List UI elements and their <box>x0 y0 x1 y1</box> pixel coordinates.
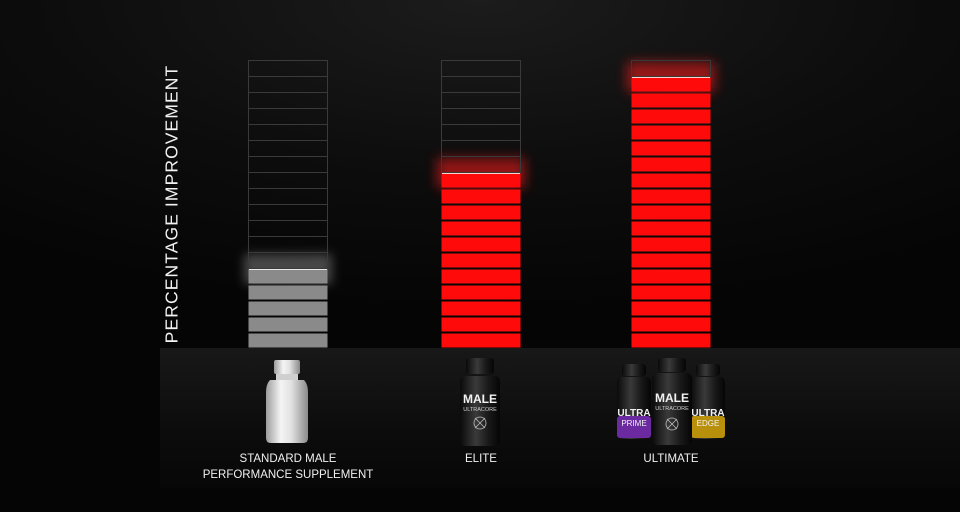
bar-1-segment-empty <box>441 124 521 141</box>
bar-2 <box>627 60 715 348</box>
category-label-2: ULTIMATE <box>643 451 698 467</box>
category-label-1-line-0: ELITE <box>465 453 497 465</box>
bar-2-segment-filled <box>631 253 711 268</box>
bar-1-segment-empty <box>441 140 521 157</box>
bar-1-segment-filled <box>441 205 521 220</box>
bar-2-segment-filled <box>631 205 711 220</box>
bar-1-segment-empty <box>441 92 521 109</box>
bar-1-segment-empty <box>441 108 521 125</box>
bar-1-segment-filled <box>441 221 521 236</box>
bar-2-segment-filled <box>631 173 711 188</box>
bar-1-segment-filled <box>441 317 521 332</box>
bar-0-segment-empty <box>248 76 328 93</box>
white-supplement-bottle <box>266 360 308 443</box>
male-ultracore-bottle: MALE ULTRACORE <box>460 358 500 446</box>
bar-2-segment-filled <box>631 77 711 92</box>
bar-0-segment-filled <box>248 269 328 284</box>
bottle-brand-ultracore: ULTRACORE <box>463 407 497 413</box>
bottle-ultra-edge-top: ULTRA <box>691 408 724 419</box>
bar-0-segment-filled <box>248 317 328 332</box>
category-label-0: STANDARD MALE PERFORMANCE SUPPLEMENT <box>203 451 374 483</box>
bar-2-segment-filled <box>631 189 711 204</box>
bar-2-segment-filled <box>631 221 711 236</box>
bar-2-segment-filled <box>631 285 711 300</box>
bar-0-segment-empty <box>248 188 328 205</box>
bar-0-segment-empty <box>248 220 328 237</box>
bar-2-segment-empty <box>631 60 711 77</box>
bar-2-segment-filled <box>631 237 711 252</box>
bar-0-segment-empty <box>248 140 328 157</box>
bar-1 <box>437 60 525 348</box>
bar-1-segment-empty <box>441 76 521 93</box>
bar-1-segment-filled <box>441 237 521 252</box>
bar-1-segment-filled <box>441 173 521 188</box>
bottle-ultra-prime-bottom: PRIME <box>621 419 646 428</box>
bar-0-segment-empty <box>248 172 328 189</box>
bar-0-segment-filled <box>248 301 328 316</box>
bar-1-segment-filled <box>441 285 521 300</box>
category-label-1: ELITE <box>465 451 497 467</box>
bar-2-segment-filled <box>631 317 711 332</box>
bar-1-segment-empty <box>441 60 521 77</box>
bar-0-segment-empty <box>248 124 328 141</box>
bar-0-segment-empty <box>248 236 328 253</box>
bars-layer <box>244 60 715 348</box>
bar-0 <box>244 60 332 348</box>
bottle-brand-male: MALE <box>463 392 497 406</box>
bar-2-segment-filled <box>631 93 711 108</box>
bottle-ultra-prime-top: ULTRA <box>617 408 650 419</box>
bar-1-segment-filled <box>441 253 521 268</box>
bar-2-segment-filled <box>631 141 711 156</box>
bar-0-segment-empty <box>248 156 328 173</box>
bar-2-segment-filled <box>631 301 711 316</box>
category-label-0-line-1: PERFORMANCE SUPPLEMENT <box>202 469 374 481</box>
category-label-2-line-0: ULTIMATE <box>643 453 699 465</box>
bottle-center-male: MALE <box>655 391 689 405</box>
bar-0-segment-filled <box>248 285 328 300</box>
bar-2-segment-filled <box>631 109 711 124</box>
bar-1-segment-filled <box>441 269 521 284</box>
category-label-0-line-0: STANDARD MALE <box>239 453 337 465</box>
bar-0-segment-empty <box>248 60 328 77</box>
bar-2-segment-filled <box>631 333 711 348</box>
bar-0-segment-filled <box>248 333 328 348</box>
bar-2-segment-filled <box>631 125 711 140</box>
bar-0-segment-empty <box>248 92 328 109</box>
bar-0-segment-empty <box>248 204 328 221</box>
bottle-ultra-edge-bottom: EDGE <box>697 419 720 428</box>
ultimate-bundle: ULTRA PRIME ULTRA EDGE MALE ULTRACORE <box>617 358 725 445</box>
bar-2-segment-filled <box>631 157 711 172</box>
bar-0-segment-empty <box>248 108 328 125</box>
bar-1-segment-filled <box>441 189 521 204</box>
bottle-center-ultracore: ULTRACORE <box>655 406 689 412</box>
bar-1-segment-filled <box>441 301 521 316</box>
bar-2-segment-filled <box>631 269 711 284</box>
bar-1-segment-filled <box>441 333 521 348</box>
